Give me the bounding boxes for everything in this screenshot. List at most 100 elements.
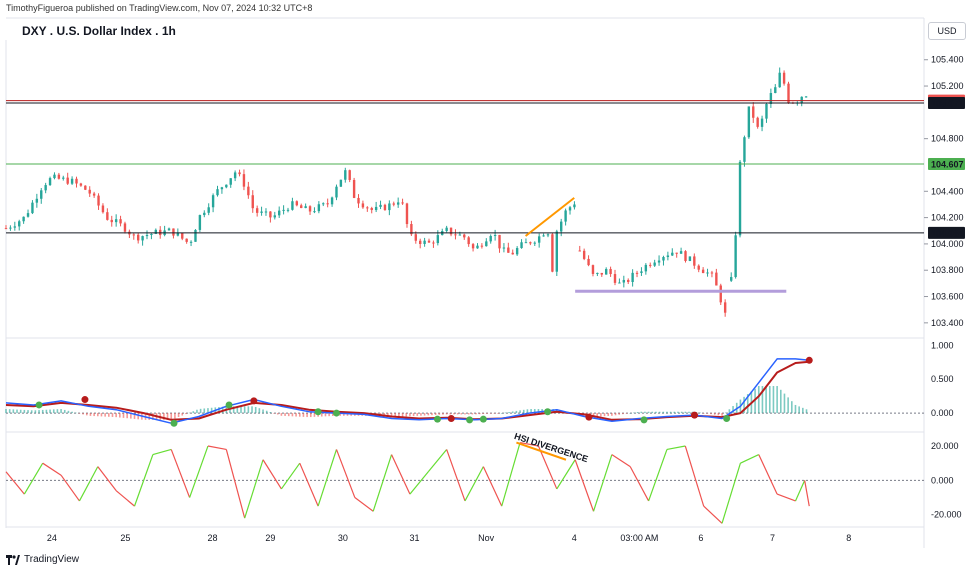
candle-body [308, 206, 312, 212]
candle-body [255, 208, 259, 213]
macd-histogram-bar [651, 411, 654, 414]
macd-line [5, 358, 810, 424]
price-tick-label: 103.800 [931, 265, 964, 275]
candle-body [493, 234, 497, 236]
candle-body [693, 256, 696, 266]
macd-histogram-bar [658, 411, 661, 414]
candle-body [688, 256, 692, 262]
macd-tick-label: 0.000 [931, 408, 954, 418]
candle-body [467, 237, 470, 245]
candle-body [747, 106, 751, 138]
macd-histogram-bar [254, 406, 257, 414]
x-tick-label: 7 [770, 533, 775, 543]
macd-histogram-bar [497, 413, 499, 414]
candle-body [66, 177, 69, 184]
macd-histogram-bar [148, 413, 151, 420]
candle-body [392, 203, 395, 205]
candle-body [640, 271, 643, 273]
macd-histogram-bar [63, 409, 66, 414]
candle-body [671, 252, 674, 256]
candle-body [203, 212, 206, 216]
level-price-tag [928, 158, 965, 171]
candle-body [480, 245, 484, 247]
macd-histogram-bar [530, 409, 532, 414]
candle-body [684, 251, 687, 262]
macd-histogram-bar [339, 413, 341, 416]
macd-histogram-bar [732, 406, 734, 414]
candle-body [405, 203, 409, 225]
candle-body [485, 241, 488, 247]
candle-body [9, 227, 12, 229]
candle-body [662, 257, 665, 261]
candle-body [627, 279, 630, 282]
candle-body [366, 207, 369, 209]
osc-segment [133, 454, 154, 507]
macd-histogram-bar [482, 413, 485, 414]
osc-segment [23, 462, 44, 495]
candle-body [374, 206, 378, 211]
osc-segment [501, 442, 521, 507]
currency-button[interactable]: USD [928, 22, 966, 40]
macd-histogram-bar [666, 411, 668, 414]
candle-body [778, 72, 781, 88]
candle-body [379, 204, 382, 207]
osc-segment [611, 454, 631, 468]
candle-body [649, 264, 652, 266]
macd-histogram-bar [306, 413, 308, 418]
macd-histogram-bar [515, 410, 518, 414]
macd-histogram-bar [614, 413, 617, 416]
macd-histogram-bar [74, 412, 77, 414]
macd-histogram-bar [702, 413, 705, 414]
macd-histogram-bar [298, 413, 301, 417]
x-tick-label: 25 [120, 533, 130, 543]
candle-body [141, 236, 144, 241]
candle-body [4, 228, 8, 230]
macd-histogram-bar [636, 412, 639, 414]
candle-body [101, 205, 105, 213]
macd-histogram-bar [287, 413, 290, 417]
candle-body [304, 206, 307, 209]
candle-body [653, 262, 656, 266]
osc-segment [42, 462, 62, 476]
macd-histogram-bar [717, 413, 720, 416]
macd-histogram-bar [170, 413, 173, 420]
price-tick-label: 105.400 [931, 55, 964, 65]
macd-histogram-bar [791, 401, 793, 414]
macd-histogram-bar [56, 409, 59, 414]
level-price-label: 104.607 [931, 160, 964, 170]
candle-body [410, 224, 413, 235]
macd-histogram-bar [332, 413, 334, 416]
macd-histogram-bar [724, 412, 727, 414]
osc-segment [703, 505, 723, 524]
osc-segment [758, 454, 778, 495]
candle-body [167, 228, 171, 231]
publisher-caption: TimothyFigueroa published on TradingView… [6, 3, 313, 13]
macd-histogram-bar [163, 413, 165, 420]
macd-cross-marker [250, 397, 258, 405]
candle-body [313, 211, 316, 213]
macd-histogram-bar [12, 409, 15, 414]
macd-histogram-bar [218, 407, 220, 414]
macd-histogram-bar [137, 413, 139, 420]
macd-histogram-bar [677, 411, 679, 414]
candle-body [600, 272, 603, 275]
candle-body [189, 241, 193, 243]
candle-body [537, 236, 541, 243]
candle-body [136, 234, 140, 241]
macd-histogram-bar [467, 413, 470, 415]
macd-histogram-bar [89, 413, 92, 416]
candle-body [110, 219, 113, 223]
macd-histogram-bar [768, 386, 771, 414]
macd-histogram-bar [633, 412, 635, 414]
macd-histogram-bar [280, 413, 283, 416]
candle-body [738, 161, 742, 236]
macd-histogram-bar [232, 406, 235, 414]
candle-body [251, 195, 254, 209]
level-price-label: 105.071 [931, 99, 964, 109]
candle-body [419, 240, 422, 244]
candle-body [35, 198, 39, 203]
macd-histogram-bar [269, 412, 272, 414]
macd-histogram-bar [111, 413, 114, 417]
macd-tick-label: 1.000 [931, 340, 954, 350]
